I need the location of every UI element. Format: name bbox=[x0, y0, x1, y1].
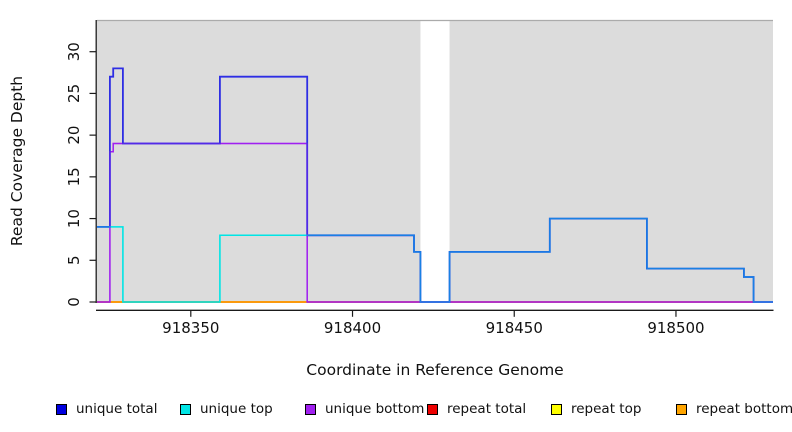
svg-text:20: 20 bbox=[65, 126, 83, 145]
legend-label: repeat bottom bbox=[696, 401, 792, 417]
series-overlay-unique-bottom bbox=[97, 142, 773, 303]
series-unique-total bbox=[97, 67, 773, 303]
series-unique-bottom bbox=[97, 142, 773, 303]
svg-text:15: 15 bbox=[65, 167, 83, 186]
legend-item-repeat-total: repeat total bbox=[427, 400, 526, 418]
axis-tick-labels: 0 5 10 15 20 25 30 918350 918400 918450 918500 bbox=[65, 42, 705, 337]
legend-label: repeat top bbox=[571, 401, 642, 417]
legend-item-unique-top: unique top bbox=[180, 400, 273, 418]
svg-text:918400: 918400 bbox=[324, 319, 381, 337]
legend-swatch-repeat-top bbox=[551, 403, 562, 415]
svg-text:5: 5 bbox=[65, 256, 83, 266]
coverage-chart: 0 5 10 15 20 25 30 918350 918400 918450 918500 bbox=[65, 19, 774, 337]
legend-label: repeat total bbox=[447, 401, 527, 417]
series-overlay-unique-top bbox=[97, 217, 773, 303]
legend-label: unique total bbox=[76, 401, 158, 417]
axes bbox=[95, 20, 774, 311]
legend-item-unique-total: unique total bbox=[56, 400, 157, 418]
svg-text:0: 0 bbox=[65, 297, 83, 307]
x-axis-label: Coordinate in Reference Genome bbox=[306, 361, 564, 379]
svg-text:918350: 918350 bbox=[162, 319, 219, 337]
legend-item-unique-bottom: unique bottom bbox=[305, 400, 424, 418]
svg-text:918500: 918500 bbox=[647, 319, 704, 337]
legend-label: unique bottom bbox=[325, 401, 425, 417]
svg-text:30: 30 bbox=[65, 42, 83, 61]
legend: unique total unique top unique bottom re… bbox=[0, 400, 792, 424]
legend-swatch-unique-total bbox=[56, 403, 67, 415]
legend-swatch-unique-top bbox=[180, 403, 191, 415]
y-axis-label: Read Coverage Depth bbox=[8, 75, 26, 247]
legend-label: unique top bbox=[200, 401, 273, 417]
legend-swatch-repeat-bottom bbox=[676, 403, 687, 415]
svg-text:25: 25 bbox=[65, 84, 83, 103]
legend-item-repeat-top: repeat top bbox=[551, 400, 641, 418]
legend-swatch-unique-bottom bbox=[305, 403, 316, 415]
svg-text:10: 10 bbox=[65, 209, 83, 228]
axis-ticks bbox=[89, 51, 677, 317]
legend-item-repeat-bottom: repeat bottom bbox=[676, 400, 792, 418]
svg-text:918450: 918450 bbox=[486, 319, 543, 337]
plot-panel bbox=[97, 19, 773, 303]
legend-swatch-repeat-total bbox=[427, 403, 438, 415]
